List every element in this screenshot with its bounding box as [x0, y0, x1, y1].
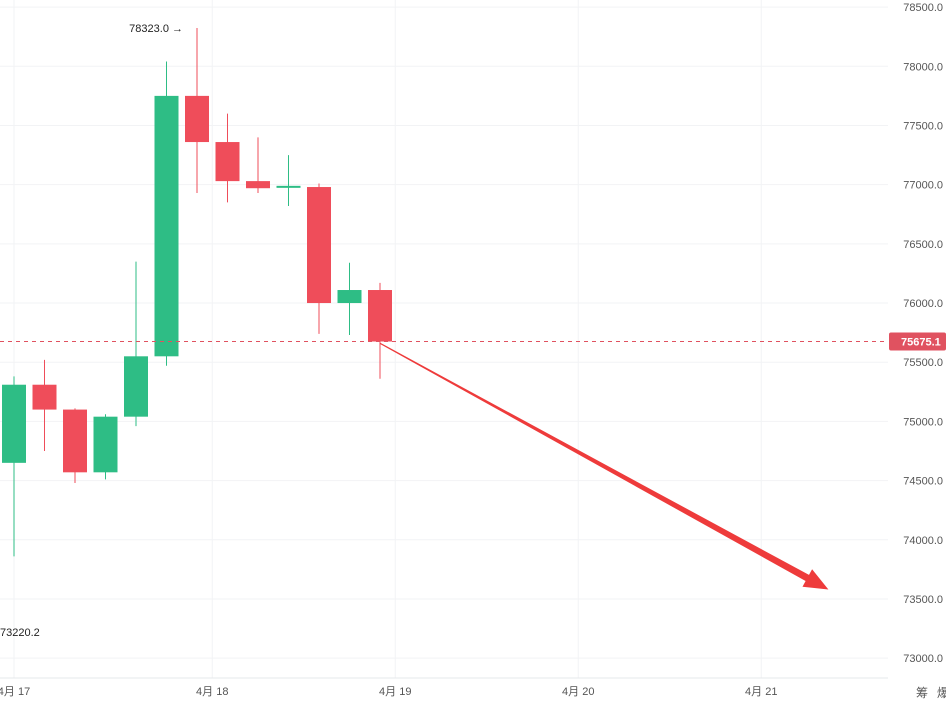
grid	[0, 0, 888, 678]
candle-body	[276, 185, 301, 188]
y-tick-label: 77000.0	[903, 180, 943, 192]
y-tick-label: 74000.0	[903, 535, 943, 547]
y-axis: 78500.0 78000.0 77500.0 77000.0 76500.0 76000…	[903, 2, 943, 665]
y-tick-label: 77500.0	[903, 120, 943, 132]
candle	[154, 61, 179, 366]
candle-body	[2, 384, 26, 463]
candle-body	[246, 181, 270, 189]
candle	[124, 261, 148, 427]
corner-labels: 筹 爆	[916, 686, 946, 700]
high-price-label: 78323.0 →	[129, 23, 183, 35]
candle	[276, 155, 301, 206]
y-tick-label: 73500.0	[903, 594, 943, 606]
corner-label-1[interactable]: 筹	[916, 686, 928, 700]
candles	[2, 28, 392, 557]
current-price-tag: 75675.1	[889, 332, 946, 351]
candle	[93, 414, 118, 480]
candle	[307, 183, 331, 334]
low-price-label: 73220.2	[0, 627, 40, 639]
x-tick-label: 4月 18	[196, 686, 228, 698]
y-tick-label: 75000.0	[903, 416, 943, 428]
x-axis: 4月 17 4月 18 4月 19 4月 20 4月 21	[0, 686, 777, 698]
candle	[246, 137, 270, 193]
candle	[215, 113, 240, 203]
candle-body	[63, 409, 87, 473]
candle	[63, 408, 87, 483]
candle-body	[32, 384, 57, 410]
candle	[337, 262, 362, 335]
x-tick-label: 4月 21	[745, 686, 777, 698]
candle	[368, 282, 392, 379]
y-tick-label: 76500.0	[903, 239, 943, 251]
overlay: 75675.1 78323.0 → 73220.2	[0, 23, 946, 639]
y-tick-label: 75500.0	[903, 357, 943, 369]
y-tick-label: 74500.0	[903, 476, 943, 488]
candle-body	[337, 290, 362, 304]
y-tick-label: 78500.0	[903, 2, 943, 14]
candle-body	[124, 356, 148, 417]
candle-body	[93, 416, 118, 473]
y-tick-label: 76000.0	[903, 298, 943, 310]
current-price-tag-bg	[889, 332, 946, 351]
candle	[32, 359, 57, 452]
candle-body	[215, 142, 240, 182]
y-tick-label: 78000.0	[903, 61, 943, 73]
corner-label-2[interactable]: 爆	[937, 686, 946, 700]
candle	[185, 28, 209, 193]
candle-body	[368, 290, 392, 342]
candle-body	[185, 95, 209, 143]
x-tick-label: 4月 17	[0, 686, 30, 698]
candle-body	[154, 95, 179, 357]
y-tick-label: 73000.0	[903, 653, 943, 665]
candle-body	[307, 187, 331, 304]
current-price-label: 75675.1	[901, 336, 941, 348]
x-tick-label: 4月 20	[562, 686, 594, 698]
x-tick-label: 4月 19	[379, 686, 411, 698]
candle	[2, 376, 26, 557]
trend-arrow	[379, 342, 829, 590]
